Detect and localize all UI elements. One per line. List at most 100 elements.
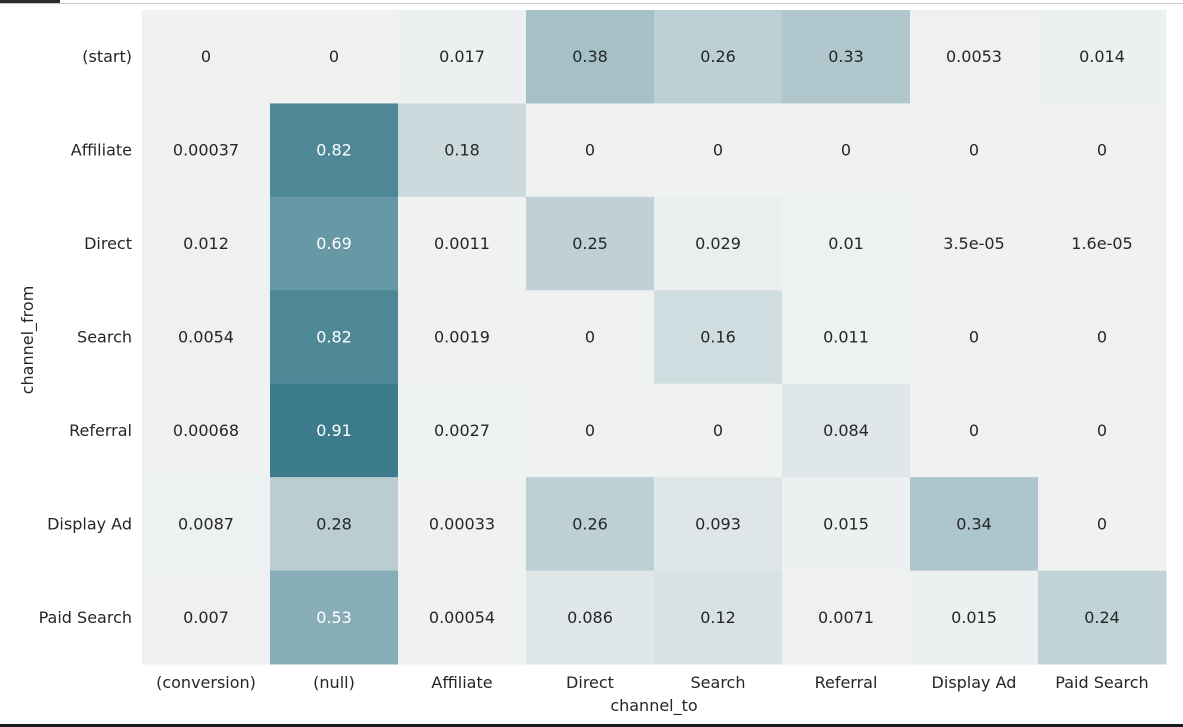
heatmap-cell <box>270 290 399 385</box>
heatmap-cell-label: 0 <box>1097 421 1107 440</box>
heatmap-cell-label: 0.18 <box>444 141 480 160</box>
heatmap-cell-label: 0 <box>969 421 979 440</box>
heatmap-cell-label: 0.34 <box>956 514 992 533</box>
heatmap-cell <box>398 10 527 104</box>
heatmap-cell-label: 0.26 <box>700 47 736 66</box>
panel-tab-indicator <box>0 0 60 3</box>
heatmap-cell-label: 0.00054 <box>429 608 495 627</box>
heatmap-cell <box>142 290 271 385</box>
heatmap-cell <box>142 196 271 291</box>
heatmap-cell-label: 0.00068 <box>173 421 239 440</box>
heatmap-cell <box>1038 383 1167 478</box>
heatmap-cell-label: 0.093 <box>695 514 741 533</box>
heatmap-cell-label: 0.015 <box>951 608 997 627</box>
heatmap-cell-label: 0 <box>713 141 723 160</box>
heatmap-cell-label: 0.007 <box>183 608 229 627</box>
heatmap-cell <box>910 103 1039 198</box>
heatmap-cell <box>526 290 655 385</box>
heatmap-cell <box>654 103 783 198</box>
heatmap-cell <box>782 10 911 104</box>
heatmap-cell-label: 0 <box>969 328 979 347</box>
y-tick-label: Display Ad <box>47 514 132 533</box>
heatmap-cell-label: 0.0053 <box>946 47 1002 66</box>
heatmap-cell-label: 0.82 <box>316 141 352 160</box>
heatmap-cell <box>910 290 1039 385</box>
heatmap-cell <box>910 477 1039 572</box>
heatmap-cell-label: 0.014 <box>1079 47 1125 66</box>
x-tick-label: Paid Search <box>1055 673 1148 692</box>
heatmap-cell <box>1038 570 1167 665</box>
heatmap-cell <box>398 196 527 291</box>
heatmap-cell <box>142 570 271 665</box>
heatmap-cell-label: 0 <box>969 141 979 160</box>
heatmap-cell <box>782 570 911 665</box>
heatmap-cell <box>654 477 783 572</box>
heatmap-cell-label: 0 <box>1097 328 1107 347</box>
heatmap-cell-label: 0 <box>585 141 595 160</box>
heatmap-cell <box>398 103 527 198</box>
heatmap-cells <box>142 10 1167 665</box>
x-tick-label: (null) <box>313 673 355 692</box>
heatmap-cell-label: 0.33 <box>828 47 864 66</box>
heatmap-cell-label: 0.0019 <box>434 328 490 347</box>
heatmap-cell <box>1038 290 1167 385</box>
heatmap-cell-label: 0.0071 <box>818 608 874 627</box>
x-tick-label: Referral <box>815 673 878 692</box>
heatmap-cell <box>270 477 399 572</box>
heatmap-cell-label: 0.0087 <box>178 514 234 533</box>
heatmap-cell <box>270 570 399 665</box>
heatmap-cell-label: 0 <box>201 47 211 66</box>
heatmap-cell <box>526 570 655 665</box>
heatmap-cell-label: 0.0011 <box>434 234 490 253</box>
heatmap-cell-label: 0.91 <box>316 421 352 440</box>
heatmap-cell <box>1038 477 1167 572</box>
heatmap-cell <box>142 477 271 572</box>
heatmap-cell-label: 0.01 <box>828 234 864 253</box>
heatmap-cell-label: 0.82 <box>316 328 352 347</box>
panel-top-border <box>0 3 1183 4</box>
heatmap-cell <box>782 477 911 572</box>
heatmap-cell-label: 0.00037 <box>173 141 239 160</box>
heatmap-cell-label: 0.015 <box>823 514 869 533</box>
heatmap-cell-label: 0 <box>1097 141 1107 160</box>
heatmap-cell <box>1038 10 1167 104</box>
heatmap-cell <box>526 103 655 198</box>
y-axis-label: channel_from <box>18 286 38 395</box>
x-tick-label: Display Ad <box>932 673 1017 692</box>
heatmap-cell-label: 0.011 <box>823 328 869 347</box>
heatmap-cell-label: 0.25 <box>572 234 608 253</box>
heatmap-cell-label: 0.017 <box>439 47 485 66</box>
heatmap-cell <box>782 103 911 198</box>
y-tick-label: Paid Search <box>39 608 132 627</box>
heatmap-cell-label: 0.28 <box>316 514 352 533</box>
heatmap-cell <box>910 10 1039 104</box>
y-tick-label: Search <box>77 328 132 347</box>
x-axis-label: channel_to <box>610 696 697 716</box>
heatmap-cell <box>526 196 655 291</box>
heatmap-cell-label: 0 <box>585 421 595 440</box>
heatmap-cell-label: 0 <box>841 141 851 160</box>
x-tick-label: Search <box>691 673 746 692</box>
y-tick-label: Referral <box>69 421 132 440</box>
heatmap-cell <box>526 10 655 104</box>
heatmap-cell <box>782 196 911 291</box>
heatmap-cell <box>398 383 527 478</box>
heatmap-cell-label: 0 <box>585 328 595 347</box>
heatmap-cell-label: 1.6e-05 <box>1071 234 1132 253</box>
heatmap-cell <box>1038 103 1167 198</box>
heatmap-cell <box>1038 196 1167 291</box>
heatmap-cell <box>910 383 1039 478</box>
heatmap-cell-label: 0.012 <box>183 234 229 253</box>
heatmap-cell <box>910 570 1039 665</box>
heatmap-cell <box>142 103 271 198</box>
heatmap-cell-label: 0.0054 <box>178 328 234 347</box>
heatmap-cell-label: 0.53 <box>316 608 352 627</box>
heatmap-cell-label: 0 <box>329 47 339 66</box>
heatmap-cell <box>398 290 527 385</box>
heatmap-cell-label: 0.084 <box>823 421 869 440</box>
y-tick-label: Direct <box>84 234 132 253</box>
heatmap-cell <box>398 477 527 572</box>
heatmap-cell <box>654 290 783 385</box>
x-tick-label: (conversion) <box>156 673 256 692</box>
